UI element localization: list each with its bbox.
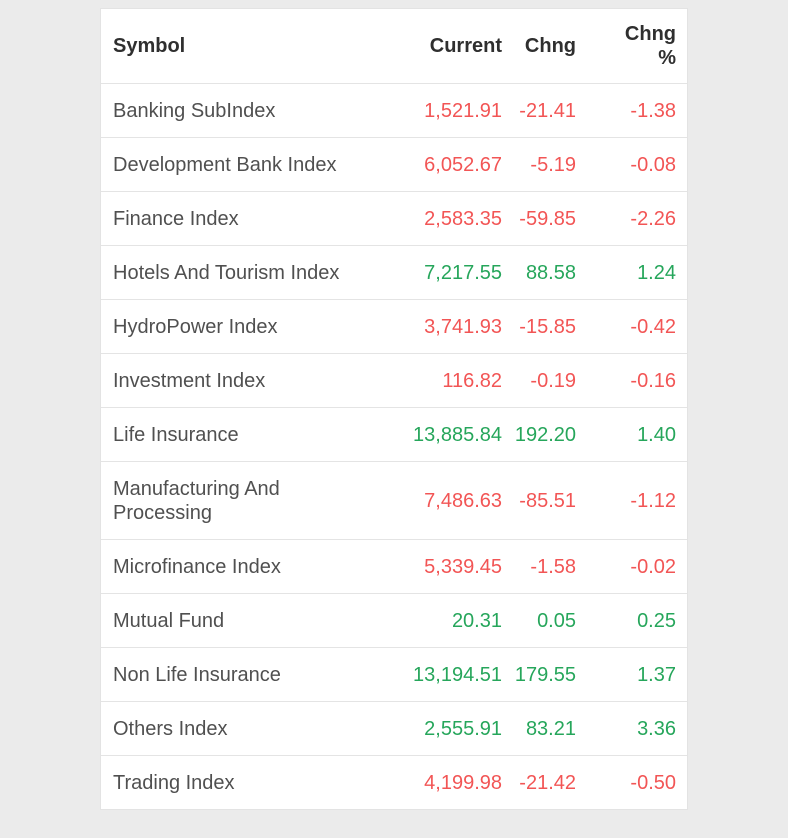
symbol-cell: Others Index [101,700,389,755]
change-percent-cell: 1.37 [576,646,687,701]
change-percent-cell: -1.12 [576,460,687,539]
change-percent-cell: -2.26 [576,190,687,245]
column-header-chng: Chng [502,9,576,84]
change-percent-cell: -0.02 [576,538,687,593]
table-row: Non Life Insurance 13,194.51 179.55 1.37 [101,646,687,701]
change-value-cell: 0.05 [502,592,576,647]
change-value-cell: -21.42 [502,754,576,809]
symbol-cell: Non Life Insurance [101,646,389,701]
table-row: Finance Index 2,583.35 -59.85 -2.26 [101,190,687,245]
change-value-cell: 83.21 [502,700,576,755]
change-value-cell: -21.41 [519,99,576,122]
column-header-symbol: Symbol [101,9,389,84]
table-row: HydroPower Index 3,741.93 -15.85 -0.42 [101,298,687,353]
column-header-chng-pct: Chng % [576,9,687,84]
sector-indices-table: Symbol Current Chng Chng % Banking SubIn… [101,9,687,809]
change-value-cell: 192.20 [502,406,576,461]
table-row: Development Bank Index 6,052.67 -5.19 -0… [101,136,687,191]
table-row: Banking SubIndex 1,521.91 -21.41 -1.38 [101,83,687,137]
column-header-current: Current [389,9,502,84]
column-header-symbol-label: Symbol [113,34,186,57]
current-value-cell: 7,486.63 [389,460,502,539]
change-percent-cell: -0.50 [576,754,687,809]
table-row: Investment Index 116.82 -0.19 -0.16 [101,352,687,407]
change-value-cell: -1.58 [502,538,576,593]
symbol-cell: Microfinance Index [101,538,389,593]
current-value-cell: 1,521.91 [424,99,502,122]
change-value-cell: -0.19 [502,352,576,407]
table-row: Trading Index 4,199.98 -21.42 -0.50 [101,754,687,809]
symbol-cell: Investment Index [101,352,389,407]
change-value-cell: -15.85 [502,298,576,353]
change-percent-cell: -1.38 [630,99,676,122]
current-value-cell: 5,339.45 [389,538,502,593]
table-row: Life Insurance 13,885.84 192.20 1.40 [101,406,687,461]
current-value-cell: 20.31 [389,592,502,647]
current-value-cell: 7,217.55 [389,244,502,299]
column-header-chng-label: Chng [524,34,576,57]
symbol-cell: Mutual Fund [101,592,389,647]
current-value-cell: 2,555.91 [389,700,502,755]
current-value-cell: 3,741.93 [389,298,502,353]
symbol-cell: Banking SubIndex [113,99,276,122]
current-value-cell: 4,199.98 [389,754,502,809]
sector-indices-card: Symbol Current Chng Chng % Banking SubIn… [100,8,688,810]
symbol-cell: Trading Index [101,754,389,809]
header-row: Symbol Current Chng Chng % [101,9,687,84]
change-value-cell: -59.85 [502,190,576,245]
change-value-cell: 88.58 [502,244,576,299]
symbol-cell: Hotels And Tourism Index [101,244,389,299]
symbol-cell: Finance Index [101,190,389,245]
change-value-cell: 179.55 [502,646,576,701]
change-percent-cell: 3.36 [576,700,687,755]
current-value-cell: 13,194.51 [389,646,502,701]
change-percent-cell: -0.08 [576,136,687,191]
symbol-cell: Manufacturing And Processing [101,460,389,539]
current-value-cell: 116.82 [389,352,502,407]
table-row: Others Index 2,555.91 83.21 3.36 [101,700,687,755]
table-row: Manufacturing And Processing 7,486.63 -8… [101,460,687,539]
current-value-cell: 13,885.84 [389,406,502,461]
symbol-cell: Life Insurance [101,406,389,461]
current-value-cell: 6,052.67 [389,136,502,191]
change-percent-cell: 0.25 [576,592,687,647]
symbol-cell: Development Bank Index [101,136,389,191]
table-row: Microfinance Index 5,339.45 -1.58 -0.02 [101,538,687,593]
change-value-cell: -85.51 [502,460,576,539]
table-body: Banking SubIndex 1,521.91 -21.41 -1.38 D… [101,83,687,809]
change-percent-cell: 1.40 [576,406,687,461]
change-percent-cell: -0.42 [576,298,687,353]
table-row: Mutual Fund 20.31 0.05 0.25 [101,592,687,647]
change-value-cell: -5.19 [502,136,576,191]
column-header-current-label: Current [429,34,502,57]
symbol-cell: HydroPower Index [101,298,389,353]
column-header-chng-pct-label: Chng % [624,22,676,69]
change-percent-cell: -0.16 [576,352,687,407]
table-row: Hotels And Tourism Index 7,217.55 88.58 … [101,244,687,299]
current-value-cell: 2,583.35 [389,190,502,245]
change-percent-cell: 1.24 [576,244,687,299]
